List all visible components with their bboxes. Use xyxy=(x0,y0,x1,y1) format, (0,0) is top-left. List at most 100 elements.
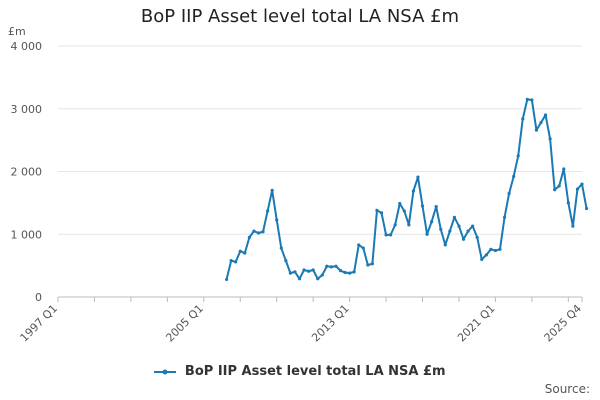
data-point xyxy=(575,187,580,191)
data-point xyxy=(238,249,242,253)
data-point xyxy=(439,227,443,231)
data-point xyxy=(389,233,393,237)
data-point xyxy=(480,257,484,261)
x-tick-label: 2025 Q4 xyxy=(542,302,585,345)
data-point xyxy=(489,247,493,251)
data-point xyxy=(493,248,498,253)
data-point xyxy=(375,208,379,213)
data-point xyxy=(224,277,229,282)
data-point xyxy=(266,209,270,213)
x-tick-label: 1997 Q1 xyxy=(18,302,61,345)
data-point xyxy=(430,220,434,224)
data-point xyxy=(293,270,297,274)
data-point xyxy=(393,223,397,227)
data-point xyxy=(284,259,288,263)
data-point xyxy=(279,246,283,250)
data-point xyxy=(530,98,534,102)
data-point xyxy=(343,270,347,275)
data-point xyxy=(507,191,511,196)
data-point xyxy=(443,243,447,247)
data-point xyxy=(580,182,584,186)
data-point xyxy=(466,229,470,233)
y-tick-label: 1 000 xyxy=(11,228,43,241)
y-tick-label: 3 000 xyxy=(11,103,43,116)
data-point xyxy=(357,243,361,247)
data-point xyxy=(584,206,589,211)
data-point xyxy=(297,277,302,281)
y-tick-label: 0 xyxy=(35,291,42,304)
data-point xyxy=(521,117,525,121)
data-point xyxy=(461,237,466,241)
x-tick-label: 2013 Q1 xyxy=(309,302,352,345)
data-point xyxy=(370,262,374,266)
data-point xyxy=(325,264,329,268)
data-point xyxy=(398,201,402,206)
data-point xyxy=(252,229,256,233)
y-axis-ticks: 0 1 000 2 000 3 000 4 000 xyxy=(11,40,43,304)
data-point xyxy=(452,215,457,219)
data-point xyxy=(384,233,388,237)
data-point xyxy=(366,263,370,267)
data-point xyxy=(457,224,461,228)
data-point xyxy=(512,174,516,179)
data-point xyxy=(548,137,552,141)
series-group xyxy=(224,97,589,282)
series-line xyxy=(225,98,588,280)
data-point xyxy=(475,235,479,239)
data-point xyxy=(539,120,543,125)
data-point xyxy=(543,113,548,117)
data-point xyxy=(348,271,352,275)
x-tick-label: 2005 Q1 xyxy=(163,302,206,345)
legend-label: BoP IIP Asset level total LA NSA £m xyxy=(184,364,446,379)
x-axis xyxy=(57,296,583,302)
data-point xyxy=(534,128,539,132)
data-point xyxy=(338,269,343,273)
data-point xyxy=(334,264,338,268)
data-point xyxy=(229,259,233,263)
data-point xyxy=(288,271,292,275)
data-point xyxy=(311,268,315,272)
data-point xyxy=(502,215,507,219)
data-point xyxy=(270,188,274,192)
data-point xyxy=(302,268,306,272)
data-point xyxy=(316,277,320,281)
x-axis-ticks: 1997 Q1 2005 Q1 2013 Q1 2021 Q1 2025 Q4 xyxy=(18,302,585,345)
data-point xyxy=(411,189,416,193)
data-point xyxy=(416,175,420,179)
data-point xyxy=(471,224,475,228)
data-point xyxy=(234,260,238,264)
data-point xyxy=(566,201,570,205)
data-point xyxy=(448,229,452,233)
data-point xyxy=(361,246,365,250)
data-point xyxy=(243,251,247,255)
data-point xyxy=(571,224,575,228)
source-label: Source: xyxy=(544,382,590,396)
data-point xyxy=(256,231,261,235)
data-point xyxy=(407,223,411,227)
data-point xyxy=(329,265,333,269)
data-point xyxy=(434,205,438,209)
data-point xyxy=(516,154,520,158)
data-point xyxy=(402,209,406,213)
gridlines xyxy=(58,45,582,235)
data-point xyxy=(275,218,279,222)
data-point xyxy=(557,184,561,188)
data-point xyxy=(420,204,425,208)
data-point xyxy=(425,232,429,236)
data-point xyxy=(307,269,311,273)
y-tick-label: 4 000 xyxy=(11,40,43,53)
y-tick-label: 2 000 xyxy=(11,166,43,179)
chart-title: BoP IIP Asset level total LA NSA £m xyxy=(140,6,460,27)
data-point xyxy=(261,230,265,234)
data-point xyxy=(525,97,529,101)
legend[interactable]: BoP IIP Asset level total LA NSA £m xyxy=(0,364,600,379)
data-point xyxy=(498,247,502,251)
data-point xyxy=(484,253,488,257)
data-point xyxy=(553,188,557,192)
legend-swatch-icon xyxy=(154,369,177,374)
data-point xyxy=(352,270,356,274)
x-tick-label: 2021 Q1 xyxy=(455,302,498,345)
data-point xyxy=(562,167,566,171)
data-point xyxy=(379,211,384,215)
